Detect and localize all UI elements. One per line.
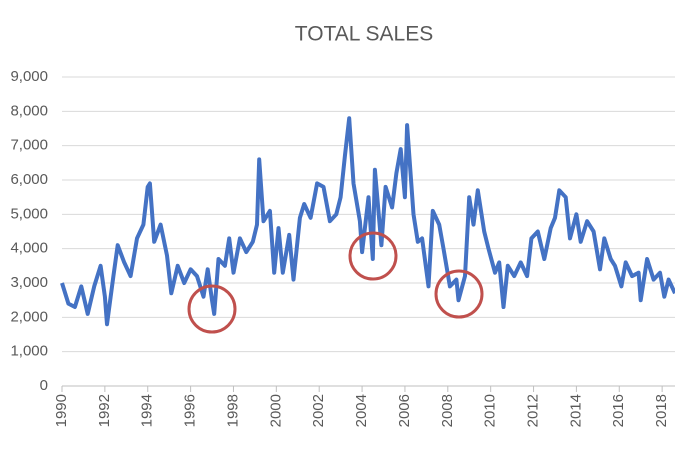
- y-tick-label: 3,000: [10, 274, 48, 291]
- x-tick-label: 2000: [267, 394, 284, 427]
- x-tick-label: 1992: [96, 394, 113, 427]
- x-tick-label: 1998: [224, 394, 241, 427]
- y-tick-label: 0: [40, 377, 48, 394]
- y-tick-label: 9,000: [10, 68, 48, 85]
- y-tick-label: 8,000: [10, 102, 48, 119]
- x-tick-label: 2016: [610, 394, 627, 427]
- sales-line: [60, 116, 675, 327]
- y-tick-label: 5,000: [10, 205, 48, 222]
- x-tick-label: 2010: [482, 394, 499, 427]
- y-tick-label: 6,000: [10, 171, 48, 188]
- x-tick-label: 2018: [653, 394, 670, 427]
- annotations: [187, 231, 484, 334]
- x-tick-label: 2006: [396, 394, 413, 427]
- x-tick-label: 2002: [310, 394, 327, 427]
- chart-title: TOTAL SALES: [295, 23, 434, 46]
- x-tick-label: 2008: [439, 394, 456, 427]
- y-tick-label: 1,000: [10, 343, 48, 360]
- highlight-circle: [434, 269, 484, 319]
- x-tick-label: 2004: [353, 394, 370, 427]
- highlight-circle: [187, 284, 237, 334]
- y-tick-label: 2,000: [10, 308, 48, 325]
- y-tick-label: 4,000: [10, 240, 48, 257]
- x-tick-label: 1990: [53, 394, 70, 427]
- y-tick-label: 7,000: [10, 137, 48, 154]
- x-tick-label: 2012: [525, 394, 542, 427]
- x-tick-label: 1996: [182, 394, 199, 427]
- highlight-circle: [348, 231, 398, 281]
- x-tick-label: 1994: [139, 394, 156, 427]
- x-tick-label: 2014: [567, 394, 584, 427]
